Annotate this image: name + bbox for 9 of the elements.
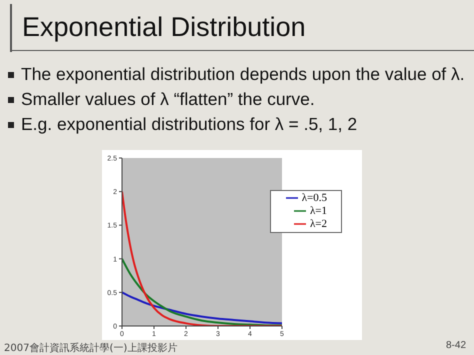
legend-label: λ=0.5 — [302, 192, 327, 204]
legend-label: λ=1 — [310, 205, 327, 217]
chart-title: Exponential Distribution — [22, 12, 306, 43]
text: The exponential distribution depends upon the value of λ. — [20, 64, 465, 85]
legend-label: λ=2 — [310, 218, 327, 230]
text: E.g. exponential distributions for λ = .5, 1, 2 — [20, 114, 358, 135]
text: 2007會計資訊系統計學(一)上課投影片 — [4, 342, 178, 355]
text: 8-42 — [446, 340, 466, 351]
text: Smaller values of λ “flatten” the curve. — [20, 89, 315, 110]
